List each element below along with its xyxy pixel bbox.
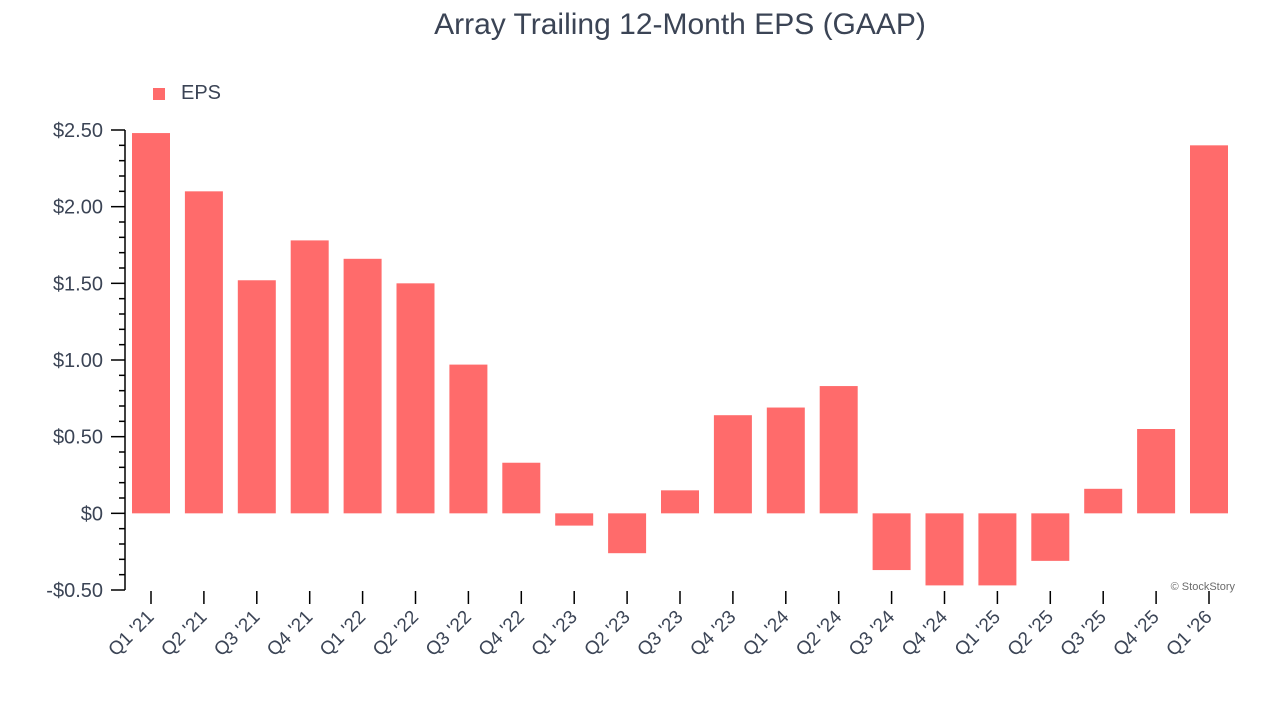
y-tick-label: $0	[81, 503, 103, 525]
y-tick-label: -$0.50	[46, 580, 103, 602]
bar-q3-21	[237, 280, 276, 514]
bar-q3-24	[872, 513, 911, 571]
bar-q4-25	[1137, 429, 1176, 514]
bar-q2-23	[608, 513, 647, 554]
x-tick-label: Q2 '21	[157, 607, 211, 661]
x-tick-label: Q4 '25	[1110, 607, 1164, 661]
x-tick-label: Q3 '21	[210, 607, 264, 661]
bars	[132, 133, 1228, 586]
legend-label-eps: EPS	[181, 82, 221, 104]
y-axis: -$0.50 $0 $0.50 $1.00 $1.50 $2.00 $2.50	[46, 120, 126, 602]
legend: EPS	[153, 82, 221, 104]
x-tick-label: Q1 '22	[316, 607, 370, 661]
x-tick-label: Q4 '24	[898, 606, 952, 660]
y-tick-label: $2.50	[53, 120, 103, 142]
bar-q4-24	[925, 513, 964, 586]
x-tick-label: Q1 '25	[951, 607, 1005, 661]
bar-q1-21	[132, 133, 170, 514]
bar-q1-25	[978, 513, 1017, 586]
x-tick-label: Q1 '24	[739, 606, 793, 660]
bar-q1-26	[1190, 145, 1228, 514]
chart-title: Array Trailing 12-Month EPS (GAAP)	[434, 8, 926, 41]
bar-q4-21	[290, 240, 329, 514]
watermark: © StockStory	[1171, 581, 1236, 593]
bar-q4-23	[713, 415, 752, 514]
bar-q2-21	[184, 191, 223, 514]
x-tick-label: Q3 '23	[634, 607, 688, 661]
x-tick-label: Q2 '23	[581, 607, 635, 661]
y-tick-label: $2.00	[53, 197, 103, 219]
x-tick-label: Q2 '22	[369, 607, 423, 661]
bar-q3-25	[1084, 488, 1123, 514]
bar-q1-24	[766, 407, 805, 514]
x-tick-label: Q2 '24	[792, 606, 846, 660]
bar-q3-23	[661, 490, 699, 514]
x-tick-label: Q3 '25	[1057, 607, 1111, 661]
bar-q2-25	[1031, 513, 1070, 561]
bar-q4-22	[502, 462, 541, 514]
bar-q2-24	[819, 386, 858, 514]
bar-q1-23	[555, 513, 594, 526]
x-tick-label: Q1 '23	[528, 607, 582, 661]
y-tick-label: $0.50	[53, 427, 103, 449]
x-tick-label: Q1 '21	[105, 607, 159, 661]
x-tick-label: Q2 '25	[1004, 607, 1058, 661]
x-tick-label: Q4 '21	[263, 607, 317, 661]
x-tick-label: Q4 '23	[686, 607, 740, 661]
x-tick-label: Q1 '26	[1163, 607, 1217, 661]
bar-q3-22	[449, 364, 488, 514]
y-tick-label: $1.00	[53, 350, 103, 372]
bar-q2-22	[396, 283, 435, 514]
x-tick-label: Q3 '24	[845, 606, 899, 660]
y-tick-label: $1.50	[53, 273, 103, 295]
bar-q1-22	[343, 258, 382, 514]
x-tick-label: Q4 '22	[475, 607, 529, 661]
legend-swatch-eps	[153, 88, 165, 100]
x-tick-label: Q3 '22	[422, 607, 476, 661]
